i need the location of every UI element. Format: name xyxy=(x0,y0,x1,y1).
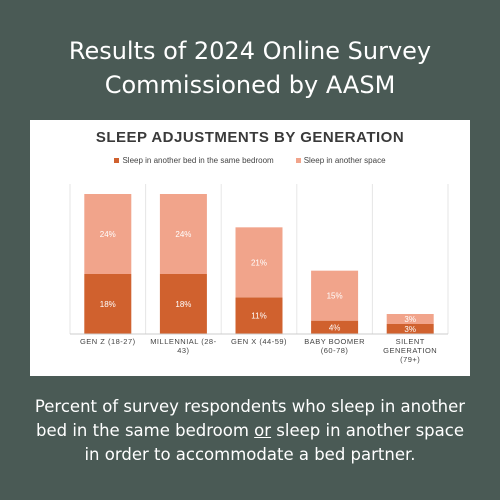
bar-another-space xyxy=(386,314,434,324)
caption-line-2-start: bed in the same bedroom xyxy=(36,421,255,440)
legend-swatch-same-bedroom xyxy=(114,158,120,163)
x-tick-label: (79+) xyxy=(400,355,420,364)
headline: Results of 2024 Online Survey Commission… xyxy=(0,34,500,102)
legend-label-another-space: Sleep in another space xyxy=(303,156,386,165)
legend-label-same-bedroom: Sleep in another bed in the same bedroom xyxy=(122,156,274,165)
x-tick-label: MILLENNIAL (28- xyxy=(150,337,216,346)
legend-swatch-another-space xyxy=(295,158,301,163)
bar-data-label: 18% xyxy=(100,300,116,309)
caption-line-2-end: sleep in another space xyxy=(271,421,464,440)
chart-card: SLEEP ADJUSTMENTS BY GENERATION Sleep in… xyxy=(30,120,470,376)
headline-line-1: Results of 2024 Online Survey xyxy=(68,37,432,65)
bar-same-bedroom xyxy=(311,320,359,334)
bar-another-space xyxy=(235,227,283,298)
chart-title: SLEEP ADJUSTMENTS BY GENERATION xyxy=(95,129,405,146)
x-tick-label: GENERATION xyxy=(383,346,437,355)
x-tick-label: BABY BOOMER xyxy=(304,337,365,346)
caption-or-underlined: or xyxy=(254,421,272,440)
bar-same-bedroom xyxy=(386,324,434,334)
bar-same-bedroom xyxy=(159,274,207,334)
bar-another-space xyxy=(311,270,359,321)
headline-line-2: Commissioned by AASM xyxy=(104,71,396,99)
bar-data-label: 11% xyxy=(251,312,266,321)
caption-line-1: Percent of survey respondents who sleep … xyxy=(34,397,466,416)
caption-line-3: in order to accommodate a bed partner. xyxy=(84,445,416,464)
bar-data-label: 15% xyxy=(327,292,343,301)
legend-item-same-bedroom: Sleep in another bed in the same bedroom xyxy=(114,156,274,165)
legend-item-another-space: Sleep in another space xyxy=(295,156,386,165)
x-tick-label: SILENT xyxy=(396,337,425,346)
x-tick-label: GEN X (44-59) xyxy=(231,337,287,346)
bar-data-label: 3% xyxy=(404,315,416,324)
bar-data-label: 24% xyxy=(175,230,191,239)
bar-another-space xyxy=(159,194,207,274)
bar-data-label: 4% xyxy=(329,323,341,332)
bar-same-bedroom xyxy=(235,297,283,334)
x-tick-label: 43) xyxy=(177,346,189,355)
bar-data-label: 21% xyxy=(251,258,267,267)
bar-chart-plot: 18% 24% GEN Z (18-27) 18% 24% MILLENNIAL (28-… xyxy=(69,184,449,364)
caption-line-2: bed in the same bedroom or sleep in anot… xyxy=(0,419,500,443)
bar-data-label: 18% xyxy=(175,300,191,309)
bar-same-bedroom xyxy=(84,274,132,334)
x-tick-label: GEN Z (18-27) xyxy=(80,337,136,346)
bar-another-space xyxy=(84,194,132,274)
chart-legend: Sleep in another bed in the same bedroom… xyxy=(30,156,470,165)
bar-data-label: 3% xyxy=(404,325,416,334)
bar-data-label: 24% xyxy=(100,230,116,239)
caption: Percent of survey respondents who sleep … xyxy=(0,395,500,467)
x-tick-label: (60-78) xyxy=(321,346,349,355)
